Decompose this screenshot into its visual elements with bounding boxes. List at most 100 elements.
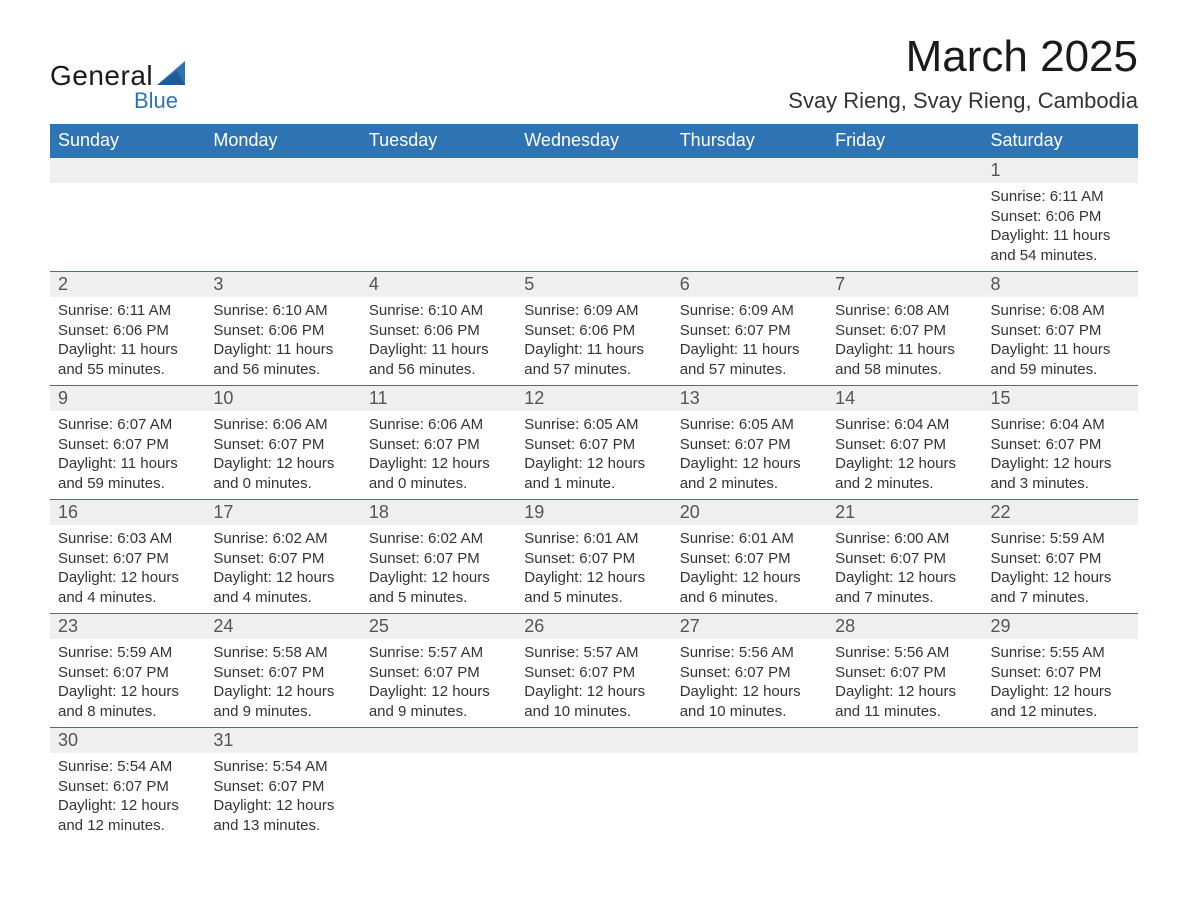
day-cell-header: 24 — [205, 614, 360, 640]
page-header: General Blue March 2025 Svay Rieng, Svay… — [50, 30, 1138, 114]
day-cell-header: 19 — [516, 500, 671, 526]
sunrise-text: Sunrise: 6:09 AM — [524, 301, 663, 321]
daylight-text: Daylight: 12 hours and 9 minutes. — [369, 682, 508, 721]
day-number: 7 — [827, 272, 982, 297]
month-title: March 2025 — [788, 32, 1138, 82]
day-cell-header: 4 — [361, 272, 516, 298]
day-number: 30 — [50, 728, 205, 753]
day-cell-header: 21 — [827, 500, 982, 526]
day-cell-body: Sunrise: 6:06 AMSunset: 6:07 PMDaylight:… — [205, 411, 360, 499]
daylight-text: Daylight: 12 hours and 10 minutes. — [680, 682, 819, 721]
day-number — [672, 728, 827, 732]
day-number: 6 — [672, 272, 827, 297]
sunrise-text: Sunrise: 6:04 AM — [835, 415, 974, 435]
day-cell: Sunrise: 6:06 AMSunset: 6:07 PMDaylight:… — [205, 411, 360, 500]
day-cell-header: 5 — [516, 272, 671, 298]
day-cell-body: Sunrise: 6:07 AMSunset: 6:07 PMDaylight:… — [50, 411, 205, 499]
weekday-header: Saturday — [983, 124, 1138, 158]
sunrise-text: Sunrise: 6:10 AM — [369, 301, 508, 321]
daylight-text: Daylight: 12 hours and 6 minutes. — [680, 568, 819, 607]
sunset-text: Sunset: 6:07 PM — [991, 663, 1130, 683]
day-cell-header — [50, 158, 205, 184]
day-number — [672, 158, 827, 162]
day-cell-body — [50, 183, 205, 263]
day-cell: Sunrise: 6:04 AMSunset: 6:07 PMDaylight:… — [827, 411, 982, 500]
day-cell-header: 2 — [50, 272, 205, 298]
day-cell-header: 29 — [983, 614, 1138, 640]
day-cell: Sunrise: 6:03 AMSunset: 6:07 PMDaylight:… — [50, 525, 205, 614]
weekday-header: Wednesday — [516, 124, 671, 158]
day-cell: Sunrise: 5:55 AMSunset: 6:07 PMDaylight:… — [983, 639, 1138, 728]
day-cell-header: 23 — [50, 614, 205, 640]
sunset-text: Sunset: 6:07 PM — [369, 549, 508, 569]
day-cell-header — [361, 158, 516, 184]
day-cell-header: 20 — [672, 500, 827, 526]
day-number: 19 — [516, 500, 671, 525]
day-cell-header: 22 — [983, 500, 1138, 526]
day-cell-header: 13 — [672, 386, 827, 412]
daylight-text: Daylight: 11 hours and 56 minutes. — [213, 340, 352, 379]
sunrise-text: Sunrise: 6:03 AM — [58, 529, 197, 549]
sunrise-text: Sunrise: 6:08 AM — [835, 301, 974, 321]
day-number: 16 — [50, 500, 205, 525]
day-cell — [672, 183, 827, 272]
day-cell-header — [827, 728, 982, 754]
day-cell: Sunrise: 6:05 AMSunset: 6:07 PMDaylight:… — [516, 411, 671, 500]
day-cell-body: Sunrise: 6:09 AMSunset: 6:06 PMDaylight:… — [516, 297, 671, 385]
day-cell-body — [672, 753, 827, 833]
day-cell-body: Sunrise: 5:59 AMSunset: 6:07 PMDaylight:… — [983, 525, 1138, 613]
day-cell: Sunrise: 5:56 AMSunset: 6:07 PMDaylight:… — [672, 639, 827, 728]
daynum-row: 16171819202122 — [50, 500, 1138, 526]
daylight-text: Daylight: 11 hours and 59 minutes. — [991, 340, 1130, 379]
day-cell-body: Sunrise: 6:02 AMSunset: 6:07 PMDaylight:… — [361, 525, 516, 613]
sunset-text: Sunset: 6:07 PM — [369, 435, 508, 455]
sunrise-text: Sunrise: 6:00 AM — [835, 529, 974, 549]
sunset-text: Sunset: 6:07 PM — [58, 777, 197, 797]
day-cell-body: Sunrise: 6:06 AMSunset: 6:07 PMDaylight:… — [361, 411, 516, 499]
sunrise-text: Sunrise: 5:56 AM — [680, 643, 819, 663]
day-cell: Sunrise: 6:02 AMSunset: 6:07 PMDaylight:… — [361, 525, 516, 614]
day-number: 5 — [516, 272, 671, 297]
sunrise-text: Sunrise: 6:05 AM — [524, 415, 663, 435]
day-cell-header: 10 — [205, 386, 360, 412]
day-number: 27 — [672, 614, 827, 639]
sunset-text: Sunset: 6:07 PM — [58, 435, 197, 455]
sunset-text: Sunset: 6:07 PM — [213, 435, 352, 455]
sunrise-text: Sunrise: 5:56 AM — [835, 643, 974, 663]
daynum-row: 23242526272829 — [50, 614, 1138, 640]
day-cell: Sunrise: 6:04 AMSunset: 6:07 PMDaylight:… — [983, 411, 1138, 500]
weekday-header: Tuesday — [361, 124, 516, 158]
daylight-text: Daylight: 11 hours and 54 minutes. — [991, 226, 1130, 265]
day-number: 29 — [983, 614, 1138, 639]
day-cell — [50, 183, 205, 272]
day-cell-body: Sunrise: 6:05 AMSunset: 6:07 PMDaylight:… — [672, 411, 827, 499]
day-number — [361, 158, 516, 162]
day-cell-body: Sunrise: 6:08 AMSunset: 6:07 PMDaylight:… — [827, 297, 982, 385]
day-number — [516, 728, 671, 732]
day-cell-body: Sunrise: 5:58 AMSunset: 6:07 PMDaylight:… — [205, 639, 360, 727]
sunset-text: Sunset: 6:07 PM — [524, 663, 663, 683]
sunset-text: Sunset: 6:07 PM — [369, 663, 508, 683]
day-cell-body — [983, 753, 1138, 833]
sunset-text: Sunset: 6:07 PM — [213, 777, 352, 797]
sunset-text: Sunset: 6:07 PM — [524, 435, 663, 455]
sunset-text: Sunset: 6:06 PM — [213, 321, 352, 341]
daylight-text: Daylight: 12 hours and 12 minutes. — [991, 682, 1130, 721]
calendar-table: Sunday Monday Tuesday Wednesday Thursday… — [50, 124, 1138, 841]
day-cell-header: 9 — [50, 386, 205, 412]
daylight-text: Daylight: 12 hours and 7 minutes. — [991, 568, 1130, 607]
daylight-text: Daylight: 12 hours and 7 minutes. — [835, 568, 974, 607]
day-number: 26 — [516, 614, 671, 639]
day-cell-header: 31 — [205, 728, 360, 754]
sail-icon — [157, 61, 185, 90]
day-cell — [361, 753, 516, 841]
day-cell-header: 25 — [361, 614, 516, 640]
day-cell-body: Sunrise: 5:57 AMSunset: 6:07 PMDaylight:… — [361, 639, 516, 727]
daylight-text: Daylight: 12 hours and 3 minutes. — [991, 454, 1130, 493]
day-cell-body: Sunrise: 5:54 AMSunset: 6:07 PMDaylight:… — [205, 753, 360, 841]
day-number: 4 — [361, 272, 516, 297]
sunset-text: Sunset: 6:07 PM — [58, 549, 197, 569]
sunset-text: Sunset: 6:07 PM — [835, 435, 974, 455]
sunset-text: Sunset: 6:07 PM — [991, 435, 1130, 455]
sunrise-text: Sunrise: 5:54 AM — [213, 757, 352, 777]
